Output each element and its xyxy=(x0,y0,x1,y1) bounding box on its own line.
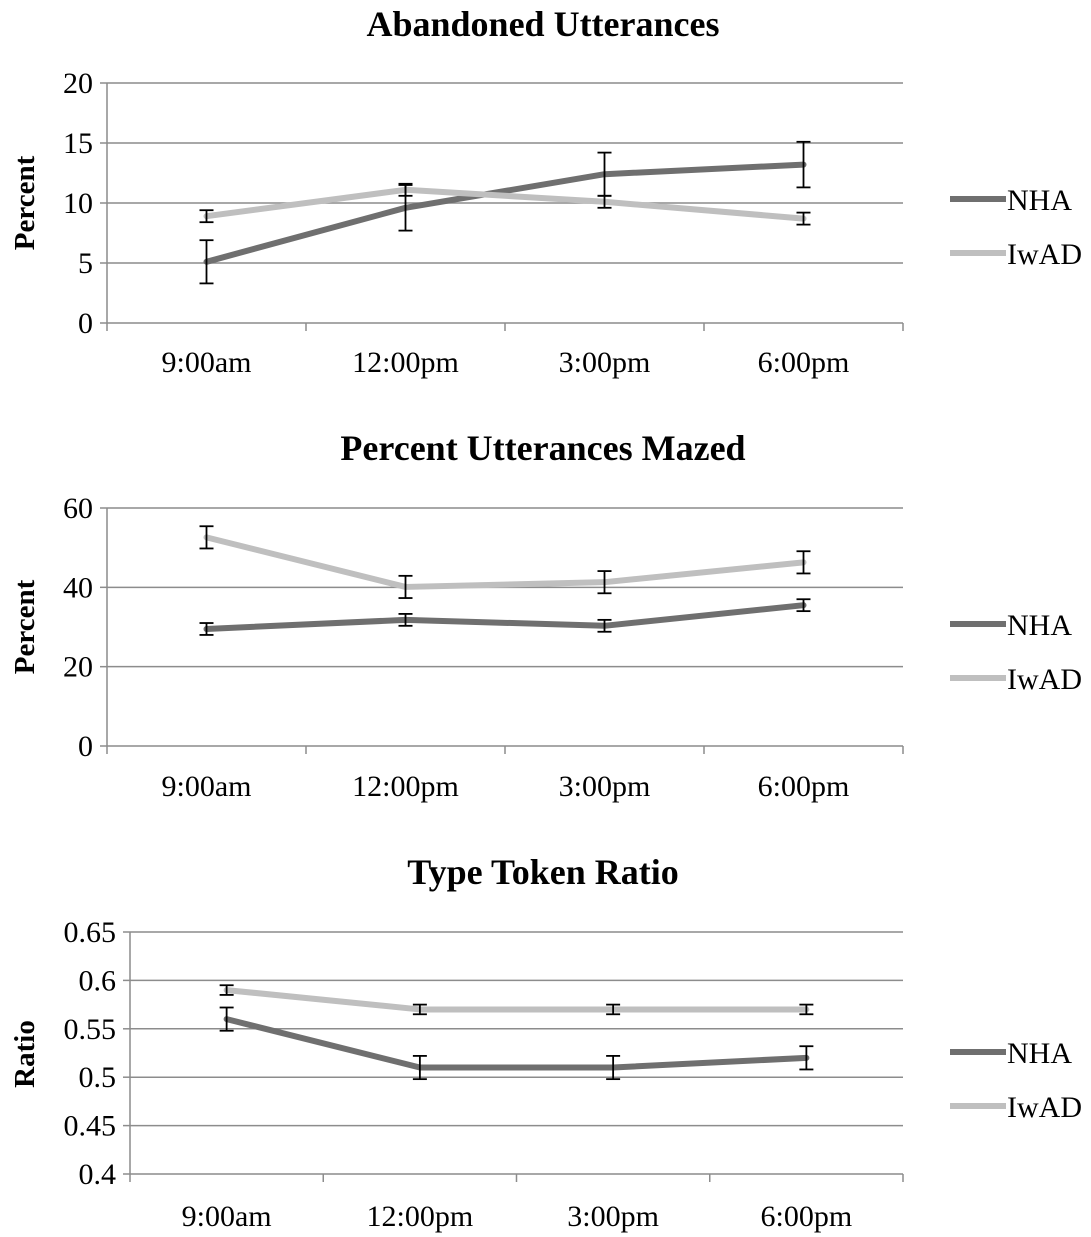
legend-label: NHA xyxy=(1007,609,1072,642)
y-tick-label: 20 xyxy=(63,67,93,100)
chart-title: Abandoned Utterances xyxy=(366,4,719,44)
y-tick-label: 60 xyxy=(63,492,93,525)
legend-label: IwAD xyxy=(1007,238,1082,271)
y-tick-label: 0.65 xyxy=(64,916,117,949)
y-tick-label: 20 xyxy=(63,651,93,684)
x-tick-label: 9:00am xyxy=(162,346,252,379)
series-line-nha xyxy=(223,1016,810,1071)
type-token-ratio-chart: Type Token Ratio Ratio 0.4 0.45 0.5 0.55 0.6… xyxy=(9,852,1082,1233)
y-tick-label: 40 xyxy=(63,571,93,604)
x-tick-label: 3:00pm xyxy=(567,1200,659,1233)
y-tick-label: 0.6 xyxy=(79,964,117,997)
x-tick-label: 6:00pm xyxy=(758,346,850,379)
x-tick-label: 3:00pm xyxy=(559,770,651,803)
x-tick-label: 12:00pm xyxy=(352,346,459,379)
chart-title: Type Token Ratio xyxy=(407,852,678,892)
x-tick-label: 6:00pm xyxy=(761,1200,853,1233)
series-line-nha xyxy=(203,161,807,265)
y-tick-label: 0.55 xyxy=(64,1013,117,1046)
x-tick-label: 9:00am xyxy=(182,1200,272,1233)
x-tick-label: 9:00am xyxy=(162,770,252,803)
y-axis-label: Percent xyxy=(9,579,41,674)
legend-label: IwAD xyxy=(1007,1091,1082,1124)
x-tick-label: 6:00pm xyxy=(758,770,850,803)
chart-title: Percent Utterances Mazed xyxy=(340,428,745,468)
x-tick-label: 12:00pm xyxy=(367,1200,474,1233)
x-tick-label: 3:00pm xyxy=(559,346,651,379)
percent-utterances-mazed-chart: Percent Utterances Mazed Percent 0 20 40 60… xyxy=(9,428,1082,803)
series-line-iwad xyxy=(203,186,807,222)
legend-label: IwAD xyxy=(1007,663,1082,696)
abandoned-utterances-chart: Abandoned Utterances Percent 0 5 10 15 20 9:0… xyxy=(9,4,1082,379)
y-tick-label: 0.5 xyxy=(79,1061,117,1094)
y-axis-label: Ratio xyxy=(9,1020,41,1088)
series-line-iwad xyxy=(223,987,810,1013)
series-line-nha xyxy=(203,602,807,632)
y-tick-label: 0.45 xyxy=(64,1110,117,1143)
legend-label: NHA xyxy=(1007,184,1072,217)
y-tick-label: 0 xyxy=(78,307,93,340)
y-tick-label: 10 xyxy=(63,187,93,220)
series-line-iwad xyxy=(203,534,807,590)
y-tick-label: 15 xyxy=(63,127,93,160)
y-tick-label: 0.4 xyxy=(79,1158,117,1191)
x-tick-label: 12:00pm xyxy=(352,770,459,803)
y-tick-label: 5 xyxy=(78,247,93,280)
y-tick-label: 0 xyxy=(78,730,93,763)
legend-label: NHA xyxy=(1007,1037,1072,1070)
y-axis-label: Percent xyxy=(9,155,41,250)
